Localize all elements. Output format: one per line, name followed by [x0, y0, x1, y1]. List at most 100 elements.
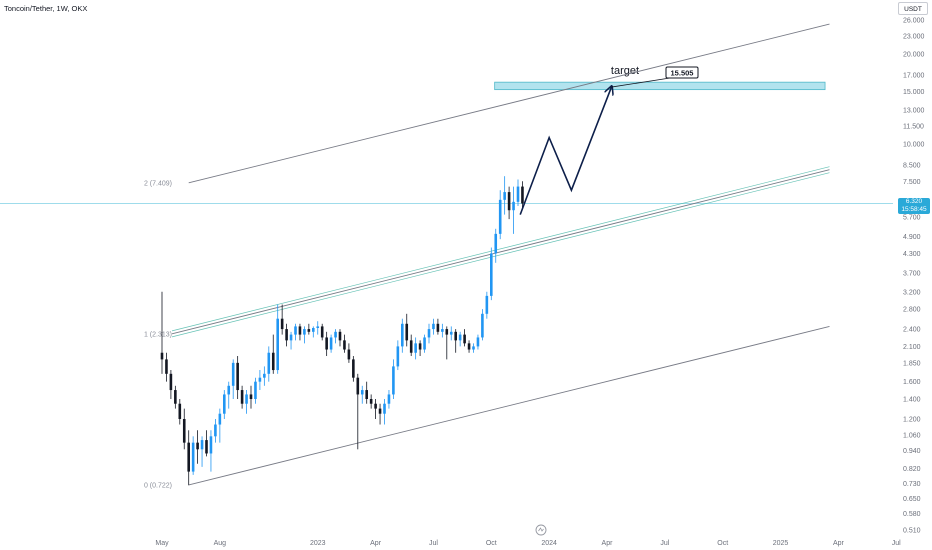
candle	[223, 390, 226, 420]
y-tick-label: 0.730	[903, 481, 921, 488]
candle	[320, 323, 324, 341]
candle-body	[490, 253, 493, 296]
candle	[472, 343, 475, 353]
y-tick-label: 2.400	[903, 327, 921, 334]
candle	[307, 323, 311, 335]
candle	[432, 318, 435, 335]
y-tick-label: 5.700	[903, 214, 921, 221]
candle-body	[409, 340, 413, 353]
candle	[503, 176, 506, 215]
candle-body	[383, 403, 386, 414]
candle-body	[352, 359, 355, 378]
candle-body	[516, 186, 520, 202]
candle-body	[476, 337, 480, 347]
candle-body	[454, 331, 457, 341]
y-tick-label: 20.000	[903, 52, 925, 59]
candle-body	[174, 390, 177, 404]
candle-body	[303, 329, 306, 335]
candle-body	[378, 408, 382, 414]
candle-body	[267, 352, 271, 374]
candle-body	[498, 199, 502, 234]
candle	[191, 436, 195, 475]
candle	[498, 190, 502, 240]
candle	[467, 340, 471, 353]
candle	[205, 430, 208, 457]
candle-body	[312, 328, 315, 332]
candle	[449, 326, 453, 341]
candle	[289, 331, 293, 350]
candle	[294, 323, 297, 341]
candle	[436, 318, 440, 335]
candle-body	[294, 326, 297, 335]
target-callout-line	[611, 77, 671, 88]
y-tick-label: 26.000	[903, 18, 925, 25]
candle-body	[245, 394, 248, 404]
candle	[214, 419, 217, 443]
y-tick-label: 4.900	[903, 234, 921, 241]
candle	[187, 430, 190, 486]
candle	[441, 323, 444, 338]
candle-body	[365, 390, 368, 400]
fib-level-label: 1 (2.313)	[144, 331, 172, 338]
candle	[165, 352, 168, 382]
x-tick-label: Apr	[833, 540, 845, 547]
candle	[369, 394, 373, 409]
candle	[338, 329, 342, 347]
candle-body	[387, 394, 391, 404]
candle-body	[285, 329, 288, 341]
y-tick-label: 4.300	[903, 251, 921, 258]
target-value-label: 15.505	[671, 68, 694, 77]
y-tick-label: 1.060	[903, 433, 921, 440]
candle	[512, 186, 515, 234]
candle	[236, 356, 239, 400]
y-tick-label: 10.000	[903, 141, 925, 148]
candle-body	[316, 326, 320, 329]
candle-body	[258, 377, 262, 382]
target-value-box	[665, 66, 699, 79]
y-tick-label: 13.000	[903, 107, 925, 114]
x-tick-label: Jul	[660, 540, 669, 547]
candle-body	[236, 362, 239, 391]
candle-body	[392, 366, 395, 395]
candle-body	[227, 385, 231, 395]
candle-body	[347, 349, 351, 360]
candle	[454, 329, 457, 353]
candle-body	[205, 440, 208, 454]
candle-body	[467, 343, 471, 350]
candle-body	[485, 295, 489, 314]
projection-path	[519, 87, 611, 215]
candle	[178, 399, 182, 425]
candle	[298, 323, 302, 341]
x-tick-label: May	[155, 540, 169, 547]
candle	[387, 390, 391, 409]
candle-body	[325, 337, 328, 350]
candle	[209, 430, 213, 472]
candle	[169, 370, 173, 400]
candle	[356, 373, 360, 450]
currency-unit-badge[interactable]: USDT	[898, 2, 928, 15]
bar-countdown: 15:58:45	[901, 206, 927, 213]
candle	[258, 370, 262, 391]
candle	[481, 309, 484, 341]
candle	[231, 359, 235, 400]
candle-body	[280, 318, 284, 330]
x-tick-label: Apr	[602, 540, 614, 547]
candle-body	[165, 359, 168, 374]
candle	[392, 359, 395, 400]
current-price-value: 6.320	[905, 198, 923, 205]
candle-body	[276, 318, 279, 371]
candle	[458, 331, 462, 347]
candle-body	[254, 381, 257, 400]
candle-body	[271, 352, 275, 371]
channel-line-middle-band-top	[171, 166, 830, 332]
candle	[427, 323, 431, 344]
y-tick-label: 1.200	[903, 417, 921, 424]
candle-body	[521, 186, 524, 204]
current-price-tag: 6.320 15:58:45	[898, 198, 930, 214]
candle-body	[369, 399, 373, 404]
candle-body	[320, 326, 324, 338]
candle	[360, 385, 364, 404]
candle-body	[449, 331, 453, 335]
y-tick-label: 0.650	[903, 496, 921, 503]
